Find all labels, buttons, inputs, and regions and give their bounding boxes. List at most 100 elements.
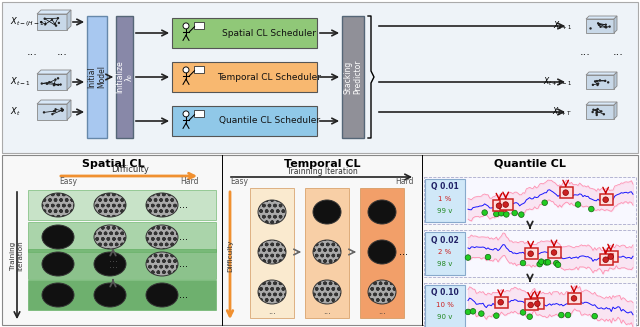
Bar [605, 251, 618, 262]
Bar [37, 14, 67, 30]
Bar [600, 254, 612, 265]
Text: 99 v: 99 v [437, 208, 452, 214]
Bar [2, 2, 638, 153]
Circle shape [537, 261, 543, 267]
Polygon shape [37, 10, 71, 14]
Circle shape [604, 26, 607, 28]
Bar [600, 194, 612, 205]
Bar [116, 16, 133, 138]
Circle shape [465, 309, 471, 315]
Text: Quantile CL: Quantile CL [494, 159, 566, 169]
Text: Temporal CL Scheduler: Temporal CL Scheduler [217, 73, 321, 81]
Text: ...: ... [179, 232, 189, 242]
Text: Easy: Easy [59, 177, 77, 185]
Text: ...: ... [109, 260, 118, 270]
Circle shape [465, 255, 471, 260]
Circle shape [183, 67, 189, 73]
Text: Difficulty: Difficulty [111, 165, 149, 175]
Circle shape [57, 77, 60, 79]
Circle shape [493, 211, 499, 217]
Circle shape [51, 19, 53, 21]
Text: Hard: Hard [180, 177, 199, 185]
Circle shape [183, 111, 189, 117]
Polygon shape [37, 100, 71, 104]
Polygon shape [614, 102, 617, 119]
Text: ...: ... [268, 307, 276, 317]
Circle shape [604, 80, 607, 82]
Circle shape [51, 113, 54, 115]
Circle shape [520, 260, 526, 266]
Circle shape [589, 27, 592, 30]
Bar [500, 199, 513, 210]
Circle shape [607, 81, 609, 84]
Circle shape [44, 23, 47, 25]
Circle shape [594, 80, 596, 83]
Bar [28, 190, 216, 220]
Text: ...: ... [323, 307, 331, 317]
Ellipse shape [146, 193, 178, 217]
Ellipse shape [42, 193, 74, 217]
Circle shape [60, 83, 62, 86]
Polygon shape [67, 70, 71, 90]
Bar [425, 179, 465, 222]
Circle shape [589, 206, 594, 212]
Circle shape [603, 197, 609, 202]
Circle shape [54, 78, 57, 81]
Circle shape [554, 260, 559, 266]
Circle shape [528, 251, 534, 256]
Circle shape [551, 250, 557, 255]
Ellipse shape [313, 200, 341, 224]
Circle shape [512, 210, 518, 216]
Circle shape [563, 190, 568, 196]
Text: Trainning Iteration: Trainning Iteration [287, 166, 357, 176]
Polygon shape [586, 72, 617, 75]
Bar [525, 300, 538, 310]
Text: Initial
Model: Initial Model [87, 65, 107, 89]
Circle shape [57, 84, 60, 86]
Circle shape [61, 110, 63, 112]
Text: ...: ... [56, 47, 67, 57]
Text: ...: ... [179, 200, 189, 210]
Ellipse shape [368, 200, 396, 224]
Circle shape [528, 302, 534, 308]
Circle shape [600, 110, 602, 112]
Circle shape [40, 21, 42, 23]
Circle shape [52, 110, 55, 112]
Circle shape [520, 310, 526, 315]
Circle shape [55, 25, 57, 27]
Text: Easy: Easy [230, 178, 248, 186]
Bar [172, 62, 317, 92]
Circle shape [592, 313, 598, 319]
Ellipse shape [258, 240, 286, 264]
Polygon shape [586, 16, 617, 19]
Circle shape [527, 314, 532, 319]
Circle shape [605, 26, 607, 28]
Circle shape [556, 262, 561, 267]
Ellipse shape [146, 252, 178, 276]
Bar [28, 280, 216, 310]
Bar [194, 110, 204, 117]
Circle shape [572, 296, 577, 301]
Circle shape [575, 202, 581, 207]
Circle shape [596, 108, 599, 110]
Bar [342, 16, 364, 138]
Bar [586, 105, 614, 119]
Ellipse shape [146, 225, 178, 249]
Ellipse shape [313, 280, 341, 304]
Circle shape [504, 212, 509, 217]
Circle shape [482, 210, 488, 215]
Bar [495, 297, 508, 308]
Circle shape [596, 80, 598, 82]
Circle shape [54, 110, 56, 112]
Bar [194, 22, 204, 29]
Bar [548, 247, 561, 258]
Circle shape [534, 301, 540, 306]
Text: Q 0.01: Q 0.01 [431, 182, 459, 192]
Ellipse shape [94, 193, 126, 217]
Circle shape [479, 311, 484, 317]
Text: Q 0.02: Q 0.02 [431, 235, 459, 245]
Circle shape [598, 79, 601, 81]
Ellipse shape [258, 200, 286, 224]
Bar [559, 187, 573, 198]
Circle shape [54, 108, 57, 111]
